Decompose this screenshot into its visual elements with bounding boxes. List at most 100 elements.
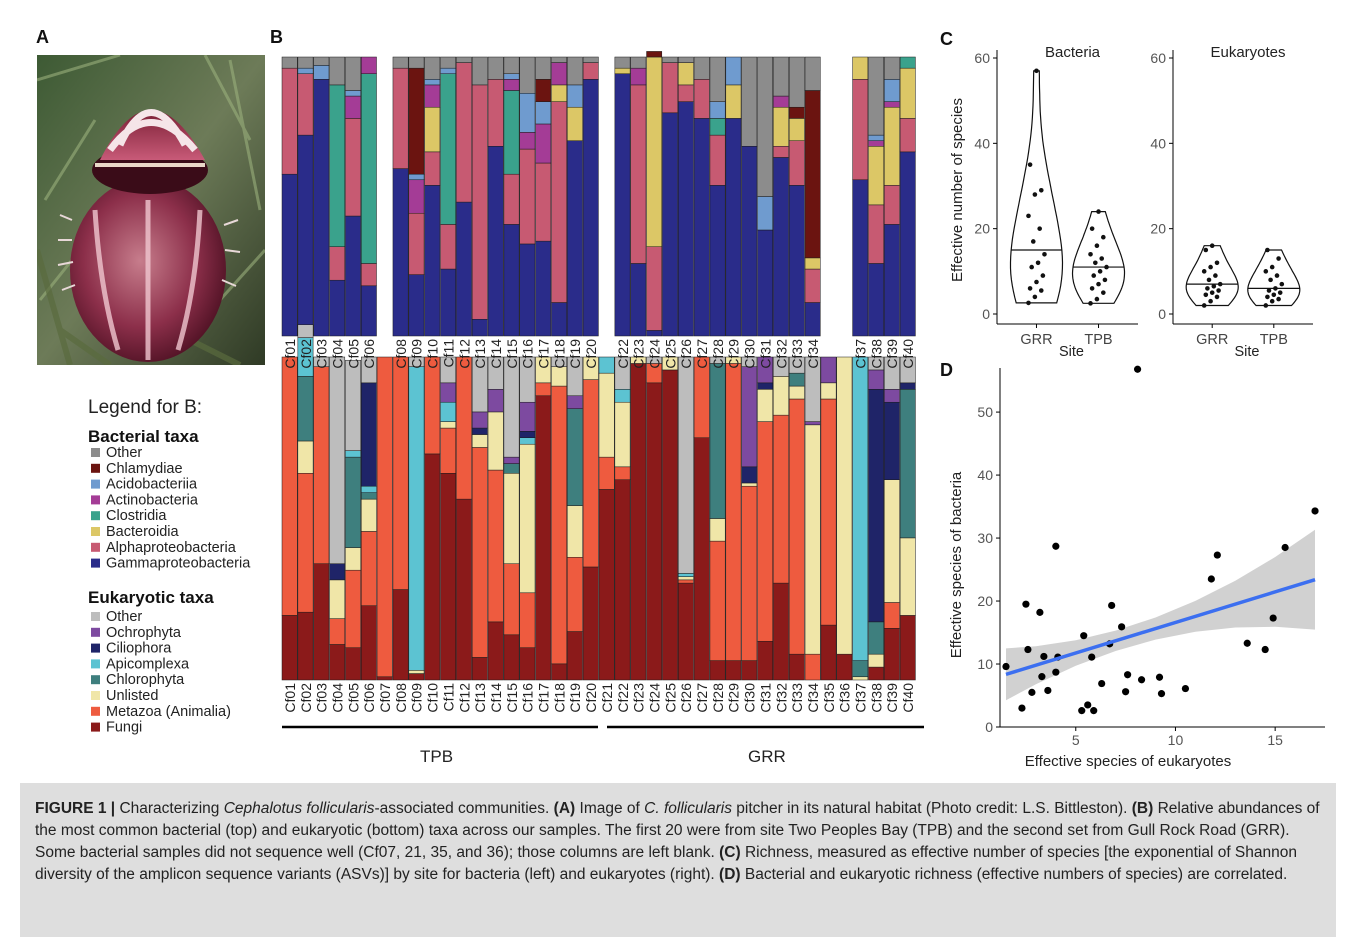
bar-segment: [678, 356, 694, 574]
bar-segment: [440, 73, 456, 225]
violin-point: [1266, 288, 1272, 293]
caption-b: Relative abundances of the most common b…: [35, 800, 1320, 861]
bar-segment: [899, 615, 916, 681]
scatter-point: [1052, 542, 1060, 550]
bar-segment: [567, 106, 583, 141]
bar-segment: [788, 356, 805, 374]
bar-segment: [852, 56, 869, 80]
bar-segment: [424, 84, 441, 108]
legend-swatch: [91, 627, 100, 637]
violin-point: [1089, 226, 1095, 231]
bar-segment: [503, 173, 520, 225]
bar-segment: [884, 401, 900, 480]
bar-segment: [535, 395, 552, 681]
sample-label: Cf30: [742, 683, 758, 713]
bar-segment: [678, 56, 694, 63]
violin-point: [1263, 269, 1269, 274]
violin-point: [1279, 281, 1285, 287]
bar-segment: [567, 631, 583, 681]
violin-point: [1271, 292, 1277, 298]
sample-label: Cf31: [757, 683, 773, 713]
bar-segment: [788, 140, 805, 186]
legend-swatch: [91, 448, 100, 457]
scatter-point: [1157, 690, 1166, 698]
sample-label: Cf01: [282, 339, 298, 369]
bar-segment: [614, 401, 631, 468]
regression-line: [1005, 578, 1316, 677]
legend-swatch: [91, 558, 100, 568]
bar-segment: [598, 456, 615, 490]
violin-point: [1276, 296, 1281, 302]
sample-label: Cf39: [884, 683, 900, 713]
panel-label-d: D: [940, 360, 953, 380]
sample-label: Cf33: [789, 683, 805, 713]
bar-segment: [487, 469, 504, 623]
bar-segment: [567, 505, 583, 558]
bar-segment: [503, 90, 520, 175]
bar-segment: [614, 73, 631, 337]
bar-segment: [773, 157, 789, 337]
bar-segment: [567, 395, 583, 409]
legend-swatch: [91, 542, 100, 552]
sample-label: Cf24: [647, 339, 663, 369]
sample-label: Cf26: [678, 339, 694, 369]
bar-segment: [345, 547, 361, 571]
legend-swatch: [91, 511, 100, 521]
scatter-point: [1088, 653, 1096, 661]
legend-bacterial-heading: Bacterial taxa: [88, 427, 199, 446]
sample-label: Cf37: [853, 683, 869, 713]
violin-point: [1035, 260, 1041, 266]
scatter-point: [1044, 686, 1052, 695]
legend-swatch: [91, 479, 100, 489]
bar-segment: [899, 389, 916, 539]
violin-point: [1088, 301, 1093, 306]
legend-label: Other: [106, 445, 142, 461]
scatter-point: [1122, 688, 1130, 696]
caption-figure-label: FIGURE 1 |: [35, 800, 116, 817]
bar-segment: [836, 653, 853, 681]
bar-segment: [678, 573, 694, 577]
panel-label-a: A: [36, 27, 49, 47]
sample-label: Cf24: [647, 683, 663, 713]
bar-segment: [503, 56, 520, 74]
x-tick-label: GRR: [1196, 332, 1228, 348]
bar-segment: [535, 162, 552, 242]
scatter-point: [1078, 707, 1086, 715]
sample-label: Cf32: [773, 339, 789, 369]
bar-segment: [329, 618, 346, 645]
bar-segment: [345, 647, 361, 681]
bar-segment: [535, 79, 552, 102]
violin-point: [1102, 277, 1108, 283]
violin-point: [1205, 286, 1210, 291]
sample-label: Cf17: [536, 683, 552, 713]
violin-point: [1026, 300, 1031, 306]
bar-segment: [361, 356, 377, 384]
pitcher-photo: [37, 55, 265, 365]
legend-label: Bacteroidia: [106, 524, 179, 540]
bar-segment: [709, 134, 726, 186]
bar-segment: [551, 385, 567, 665]
bar-segment: [535, 101, 552, 125]
bar-segment: [598, 489, 615, 681]
bacterial-bar-chart: [281, 51, 916, 337]
bar-segment: [471, 434, 488, 448]
bar-segment: [899, 151, 916, 337]
bar-segment: [456, 201, 472, 337]
bar-segment: [646, 51, 663, 58]
bar-segment: [884, 356, 900, 390]
bar-segment: [804, 356, 821, 422]
panel-label-b: B: [270, 27, 283, 47]
legend-label: Ciliophora: [106, 641, 172, 657]
bar-segment: [820, 382, 837, 400]
bar-segment: [773, 146, 789, 158]
sample-label: Cf33: [789, 339, 805, 369]
sample-label: Cf14: [488, 683, 504, 713]
y-tick-label: 0: [1158, 306, 1166, 322]
scatter-point: [1002, 662, 1010, 671]
bar-segment: [297, 473, 314, 613]
site-label-tpb: TPB: [420, 747, 453, 766]
bar-segment: [804, 268, 821, 303]
bar-segment: [361, 498, 377, 532]
violin-point: [1263, 303, 1269, 308]
bar-segment: [899, 67, 916, 119]
